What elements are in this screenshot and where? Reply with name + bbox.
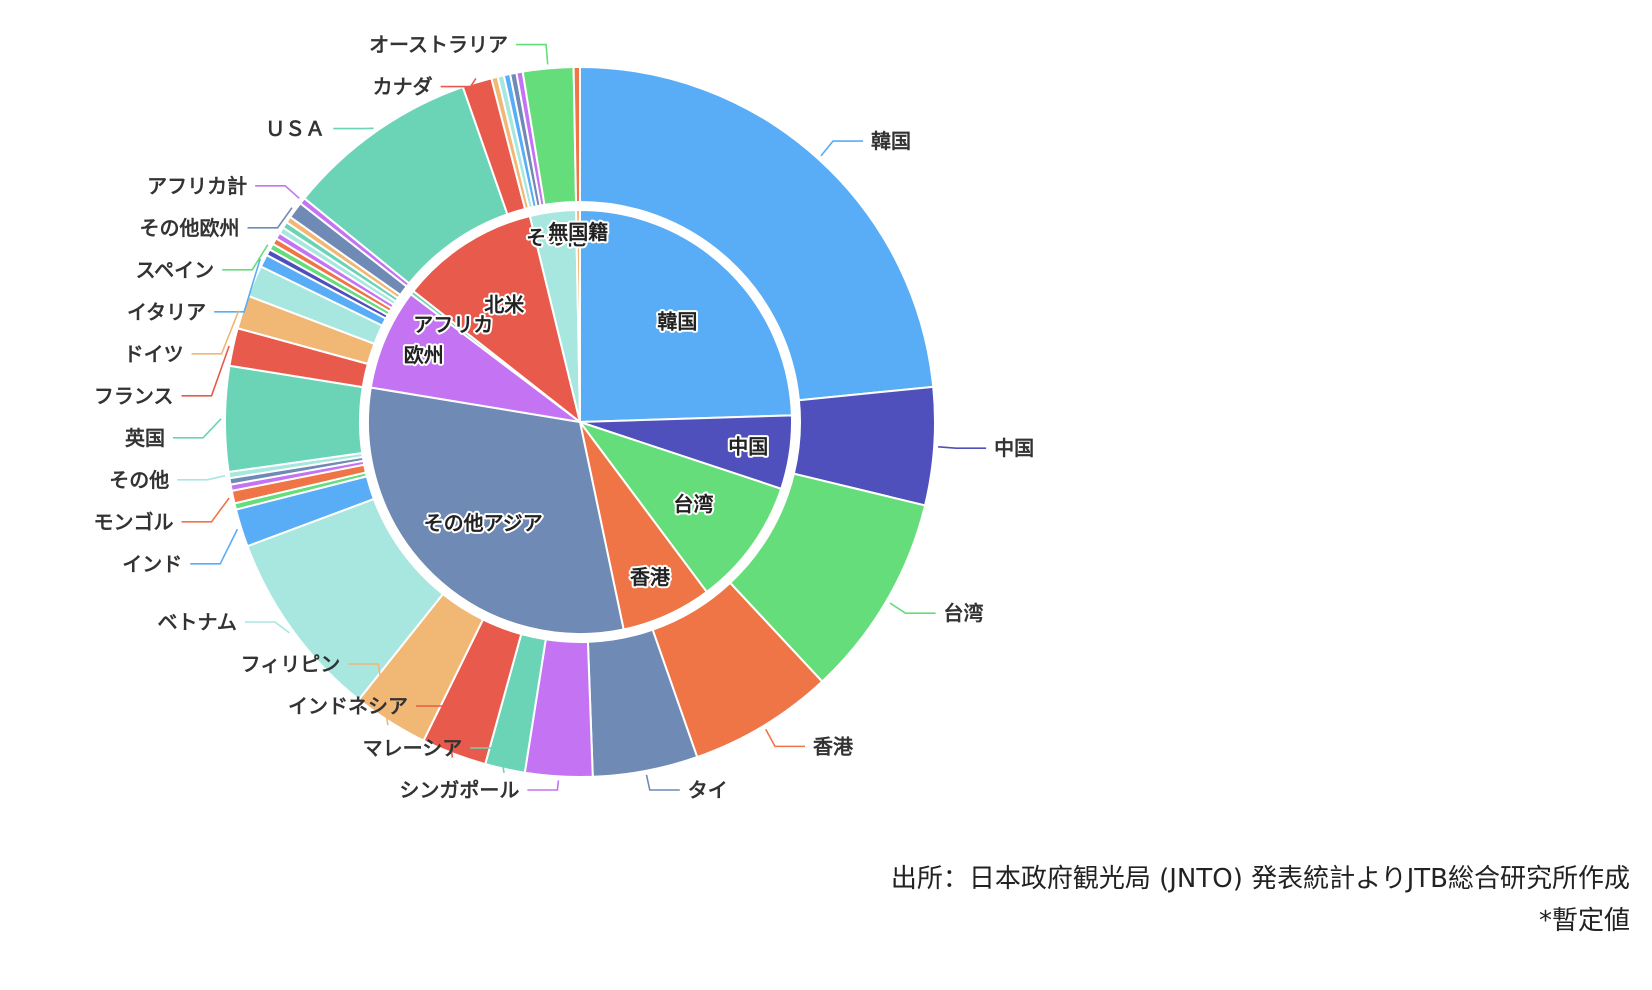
inner-ring — [367, 209, 793, 635]
label-leader-lines — [173, 43, 987, 791]
leader-line-シンガポール — [527, 780, 560, 791]
outer-label-ベトナム: ベトナム — [157, 610, 236, 634]
inner-slice-台湾 — [579, 421, 783, 593]
inner-label-欧州: 欧州 — [404, 343, 444, 367]
inner-slice-北米 — [412, 215, 581, 423]
leader-line-オーストラリア — [516, 43, 549, 65]
provisional-note: *暫定値 — [1538, 906, 1630, 936]
leader-line-中国 — [938, 445, 987, 449]
leader-line-ベトナム — [244, 621, 290, 634]
outer-label-その他欧州: その他欧州 — [140, 216, 240, 240]
leader-line-カナダ — [440, 78, 477, 88]
leader-line-台湾 — [889, 602, 936, 614]
leader-line-タイ — [645, 774, 680, 791]
inner-label-中国: 中国 — [728, 434, 768, 458]
outer-label-フィリピン: フィリピン — [241, 652, 341, 676]
inner-label-台湾: 台湾 — [674, 492, 714, 516]
outer-label-スペイン: スペイン — [136, 258, 215, 282]
inner-label-アフリカ: アフリカ — [413, 312, 493, 336]
inner-label-韓国: 韓国 — [657, 309, 697, 333]
leader-line-インドネシア — [415, 705, 454, 758]
leader-line-アフリカ計 — [255, 185, 300, 199]
leader-line-その他欧州 — [247, 207, 293, 229]
leader-line-香港 — [764, 728, 805, 748]
inner-slice-韓国 — [579, 209, 793, 423]
outer-label-香港: 香港 — [813, 734, 854, 758]
inner-label-その他: その他 — [526, 226, 586, 250]
outer-slice-unlabeled-38 — [572, 66, 581, 204]
leader-line-イタリア — [214, 258, 261, 313]
leader-line-英国 — [173, 418, 222, 439]
inner-label-香港: 香港 — [630, 565, 671, 589]
leader-line-スペイン — [222, 244, 269, 271]
leader-line-フランス — [181, 345, 230, 397]
inner-slice-欧州 — [369, 293, 581, 423]
leader-line-韓国 — [820, 140, 864, 157]
outer-label-シンガポール: シンガポール — [399, 778, 519, 802]
outer-label-インドネシア: インドネシア — [288, 694, 408, 718]
inner-label-無国籍: 無国籍 — [548, 220, 608, 244]
leader-line-その他 — [177, 474, 226, 481]
leader-line-フィリピン — [348, 663, 389, 726]
outer-slice-韓国 — [579, 66, 935, 402]
outer-label-タイ: タイ — [688, 778, 728, 802]
outer-label-モンゴル: モンゴル — [94, 510, 174, 534]
outer-ring — [224, 66, 936, 778]
inner-slice-無国籍 — [575, 209, 581, 423]
outer-label-ドイツ: ドイツ — [124, 342, 184, 366]
outer-label-その他: その他 — [109, 468, 169, 492]
outer-label-オーストラリア: オーストラリア — [369, 33, 508, 57]
outer-label-韓国: 韓国 — [871, 129, 911, 153]
source-note: 出所：日本政府観光局 (JNTO) 発表統計よりJTB総合研究所作成 — [890, 864, 1630, 894]
outer-label-台湾: 台湾 — [944, 601, 984, 625]
outer-label-インド: インド — [122, 552, 182, 576]
outer-ring-labels: 韓国中国台湾香港タイオーストラリアカナダＵＳＡアフリカ計その他欧州スペインイタリ… — [94, 33, 1035, 802]
leader-line-モンゴル — [181, 497, 230, 523]
outer-label-マレーシア: マレーシア — [363, 736, 463, 760]
outer-label-アフリカ計: アフリカ計 — [147, 174, 247, 198]
leader-line-インド — [190, 528, 239, 565]
outer-label-中国: 中国 — [994, 436, 1034, 460]
outer-label-フランス: フランス — [94, 384, 174, 408]
leader-line-マレーシア — [470, 747, 505, 773]
leader-line-ドイツ — [191, 310, 240, 355]
inner-label-北米: 北米 — [484, 292, 525, 316]
outer-label-英国: 英国 — [125, 426, 165, 450]
inner-slice-その他アジア — [367, 386, 625, 635]
inner-label-その他アジア: その他アジア — [424, 511, 543, 535]
outer-label-カナダ: カナダ — [373, 75, 433, 99]
outer-label-イタリア: イタリア — [127, 300, 206, 324]
outer-label-ＵＳＡ: ＵＳＡ — [265, 117, 325, 141]
